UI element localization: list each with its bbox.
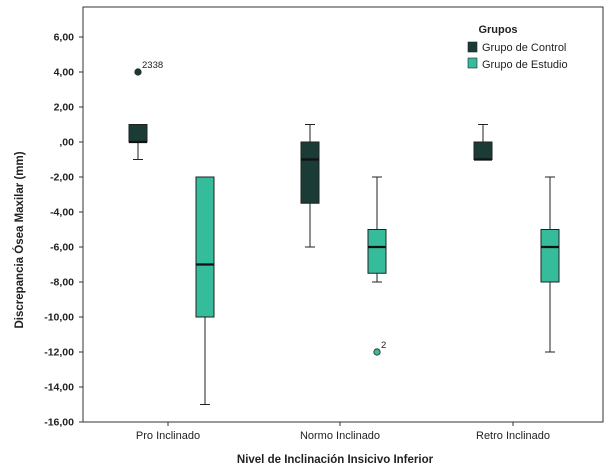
plot-frame — [82, 6, 604, 423]
y-tick-label: -4,00 — [50, 207, 74, 219]
y-axis-ticks: 6,00 4,00 2,00 ,00 -2,00 -4,00 -6,00 -8,00 -10,0… — [44, 32, 83, 429]
box-estudio-2: 2 — [367, 176, 387, 356]
boxes-layer: 2338 2 — [128, 60, 560, 405]
legend: Grupos Grupo de Control Grupo de Estudio — [467, 24, 568, 71]
y-tick-label: -14,00 — [44, 382, 74, 394]
y-axis-title: Discrepancia Ósea Maxilar (mm) — [13, 151, 26, 328]
x-axis-title: Nivel de Inclinación Insicivo Inferior — [237, 454, 434, 466]
y-tick-label: -10,00 — [44, 312, 74, 324]
box-body — [195, 176, 215, 318]
x-category-label: Retro Inclinado — [476, 430, 550, 442]
outlier-label: 2 — [381, 340, 386, 351]
y-tick-label: -16,00 — [44, 417, 74, 429]
box-control-3 — [473, 124, 493, 161]
legend-label-control: Grupo de Control — [482, 42, 566, 54]
y-tick-label: 2,00 — [54, 102, 75, 114]
box-control-2 — [300, 124, 320, 248]
y-tick-label: -2,00 — [50, 172, 74, 184]
y-tick-label: 4,00 — [54, 67, 75, 79]
y-tick-label: -6,00 — [50, 242, 74, 254]
box-control-1: 2338 — [128, 60, 163, 160]
box-estudio-1 — [195, 176, 215, 405]
box-estudio-3 — [540, 176, 560, 353]
box-body — [300, 141, 320, 204]
box-body — [128, 124, 148, 143]
y-tick-label: -8,00 — [50, 277, 74, 289]
x-category-label: Normo Inclinado — [300, 430, 380, 442]
x-category-label: Pro Inclinado — [136, 430, 200, 442]
y-tick-label: -12,00 — [44, 347, 74, 359]
y-tick-label: 6,00 — [54, 32, 75, 44]
y-tick-label: ,00 — [59, 137, 74, 149]
x-axis-categories: Pro Inclinado Normo Inclinado Retro Inclin… — [136, 422, 550, 442]
box-body — [540, 229, 560, 283]
legend-label-estudio: Grupo de Estudio — [482, 59, 568, 71]
legend-swatch-control — [467, 41, 478, 53]
legend-title: Grupos — [478, 24, 517, 36]
plot-area-border — [82, 6, 604, 423]
box-body — [367, 229, 387, 274]
outlier-point — [373, 348, 381, 356]
box-body — [473, 141, 493, 160]
outlier-point — [134, 68, 142, 76]
legend-swatch-estudio — [467, 57, 478, 69]
outlier-label: 2338 — [142, 60, 163, 71]
